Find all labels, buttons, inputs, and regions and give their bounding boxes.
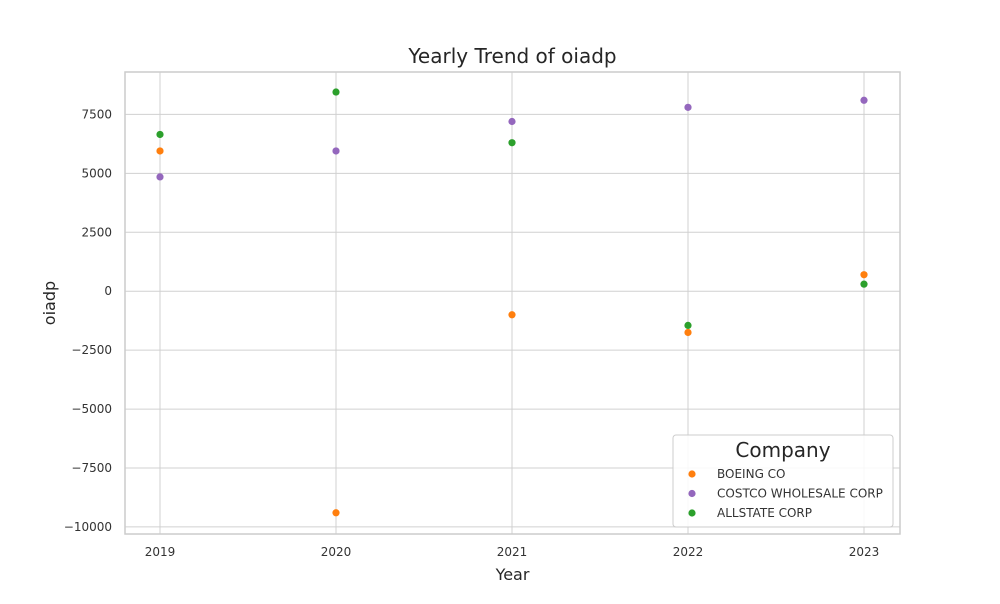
plot-frame — [124, 71, 901, 535]
y-tick-label: 2500 — [81, 225, 112, 239]
legend-box — [672, 434, 894, 528]
y-tick-label: −7500 — [71, 461, 112, 475]
data-point-allstate-corp — [332, 88, 340, 96]
x-tick-label: 2021 — [497, 545, 528, 559]
y-tick-label: −10000 — [64, 520, 112, 534]
legend-label: ALLSTATE CORP — [717, 506, 812, 520]
data-point-allstate-corp — [860, 280, 868, 288]
x-tick-label: 2022 — [673, 545, 704, 559]
y-tick-label: 0 — [104, 284, 112, 298]
data-point-boeing-co — [508, 311, 516, 319]
legend-label: BOEING CO — [717, 467, 786, 481]
chart-title: Yearly Trend of oiadp — [407, 44, 616, 68]
data-point-costco-wholesale-corp — [860, 96, 868, 104]
y-tick-label: −2500 — [71, 343, 112, 357]
y-tick-label: 5000 — [81, 166, 112, 180]
data-point-boeing-co — [332, 509, 340, 517]
x-tick-label: 2019 — [145, 545, 176, 559]
y-tick-label: −5000 — [71, 402, 112, 416]
legend-marker — [688, 509, 696, 517]
data-point-boeing-co — [684, 328, 692, 337]
data-point-boeing-co — [156, 147, 164, 155]
data-point-costco-wholesale-corp — [332, 147, 340, 155]
legend-marker — [688, 489, 696, 498]
x-axis-title: Year — [495, 565, 530, 584]
y-tick-label: 7500 — [81, 107, 112, 121]
y-axis-ticks: −10000 −7500 −5000 −2500 0 2500 5000 7500 — [64, 107, 112, 534]
data-point-costco-wholesale-corp — [684, 103, 692, 111]
legend: Company BOEING CO COSTCO WHOLESALE CORP AL… — [672, 434, 894, 528]
x-tick-label: 2020 — [321, 545, 352, 559]
data-point-costco-wholesale-corp — [508, 117, 516, 126]
data-point-allstate-corp — [156, 130, 164, 139]
legend-title: Company — [735, 438, 830, 462]
legend-items: BOEING CO COSTCO WHOLESALE CORP ALLSTATE C… — [688, 467, 883, 520]
legend-label: COSTCO WHOLESALE CORP — [717, 487, 883, 501]
x-tick-label: 2023 — [849, 545, 880, 559]
data-point-allstate-corp — [684, 321, 692, 329]
x-axis-ticks: 2019 2020 2021 2022 2023 — [145, 545, 880, 559]
data-point-costco-wholesale-corp — [156, 173, 164, 181]
y-axis-title: oiadp — [40, 281, 59, 325]
legend-marker — [688, 470, 696, 478]
data-point-boeing-co — [860, 271, 868, 279]
data-point-allstate-corp — [508, 139, 516, 147]
data-points — [156, 88, 868, 517]
